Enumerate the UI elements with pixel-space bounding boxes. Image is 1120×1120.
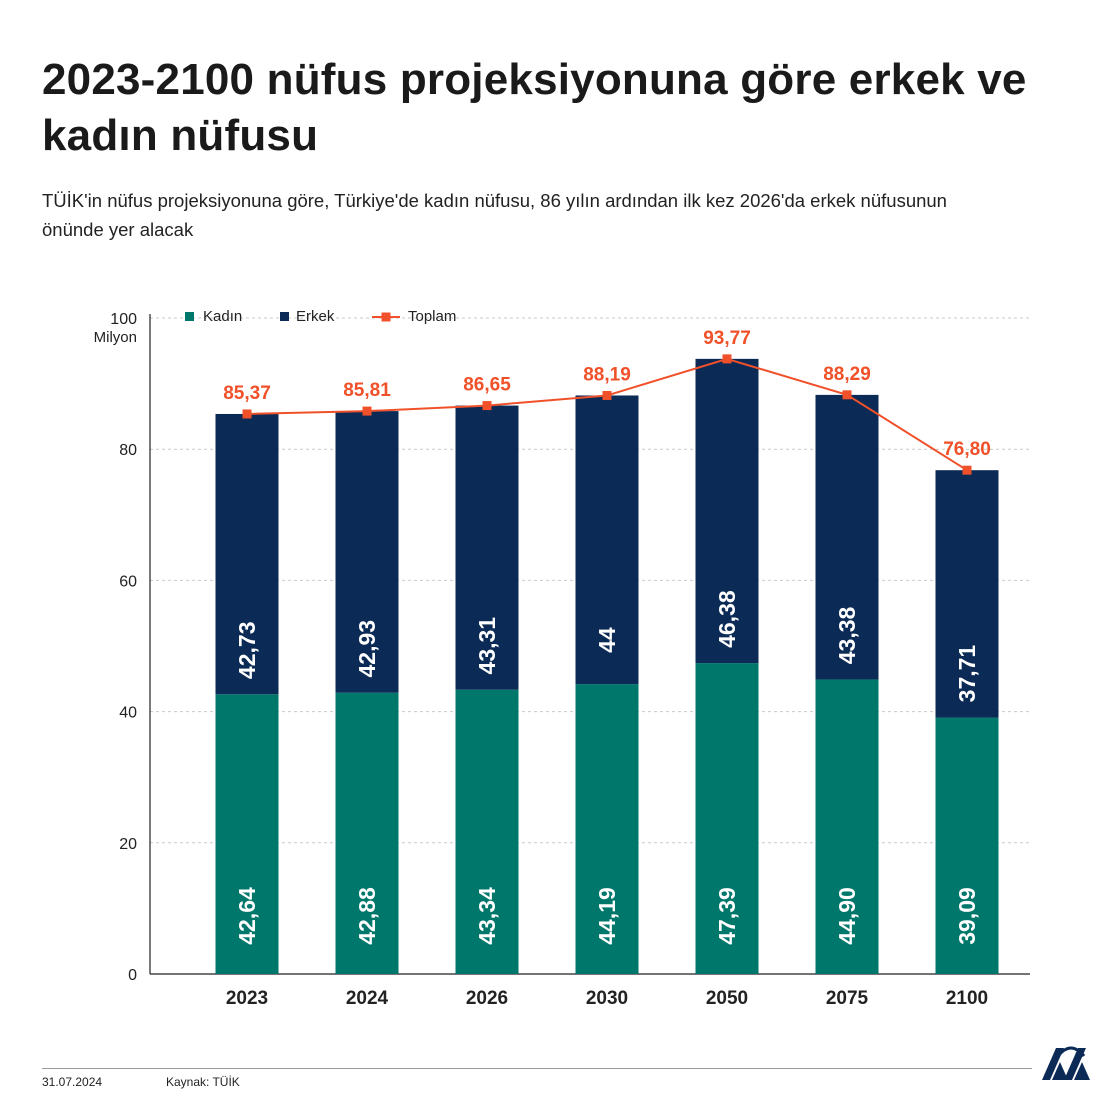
bar-label-kadin: 43,34 (474, 887, 500, 945)
x-tick-label: 2050 (706, 988, 748, 1009)
legend-label-toplam: Toplam (408, 308, 456, 325)
y-tick-label: 80 (119, 442, 137, 459)
line-label-toplam: 93,77 (703, 328, 751, 349)
line-label-toplam: 88,19 (583, 364, 631, 385)
bar-kadin (335, 692, 399, 974)
bar-label-erkek: 43,31 (474, 617, 500, 675)
legend-label-erkek: Erkek (296, 308, 335, 325)
point-toplam (962, 465, 972, 475)
point-toplam (722, 354, 732, 364)
bar-erkek (695, 358, 759, 664)
bar-kadin (455, 689, 519, 974)
bar-label-erkek: 43,38 (834, 606, 860, 664)
point-toplam (482, 401, 492, 411)
y-tick-label: 100 (110, 311, 137, 328)
bar-label-erkek: 42,73 (234, 622, 260, 680)
line-label-toplam: 76,80 (943, 439, 991, 460)
point-toplam (602, 390, 612, 400)
bar-erkek (455, 405, 519, 690)
x-tick-label: 2023 (226, 988, 268, 1009)
x-tick-label: 2024 (346, 988, 389, 1009)
line-label-toplam: 85,37 (223, 383, 271, 404)
bar-kadin (815, 679, 879, 974)
bar-kadin (575, 684, 639, 974)
bar-label-erkek: 44 (594, 627, 620, 653)
y-tick-label: 0 (128, 967, 137, 984)
y-axis-unit: Milyon (94, 329, 137, 346)
bar-kadin (215, 694, 279, 974)
bar-label-kadin: 44,90 (834, 887, 860, 945)
footer-divider (42, 1068, 1032, 1069)
y-tick-label: 40 (119, 705, 137, 722)
x-tick-label: 2026 (466, 988, 508, 1009)
aa-logo-icon (1042, 1046, 1090, 1080)
bar-label-kadin: 39,09 (954, 887, 980, 945)
y-tick-label: 60 (119, 573, 137, 590)
footer-date: 31.07.2024 (42, 1075, 103, 1089)
point-toplam (242, 409, 252, 419)
bar-kadin (695, 663, 759, 974)
bar-label-erkek: 37,71 (954, 645, 980, 703)
bar-label-kadin: 47,39 (714, 887, 740, 945)
bar-kadin (935, 717, 999, 974)
bar-label-erkek: 46,38 (714, 590, 740, 648)
legend-swatch-kadin (185, 312, 194, 321)
page-title: 2023-2100 nüfus projeksiyonuna göre erke… (42, 55, 1027, 160)
line-label-toplam: 88,29 (823, 364, 871, 385)
bar-label-kadin: 44,19 (594, 887, 620, 945)
bar-erkek (335, 411, 399, 693)
legend-marker-toplam (381, 312, 391, 322)
point-toplam (362, 406, 372, 416)
line-label-toplam: 85,81 (343, 380, 391, 401)
legend-swatch-erkek (280, 312, 289, 321)
bar-label-kadin: 42,64 (234, 887, 260, 945)
bar-erkek (815, 394, 879, 680)
x-tick-label: 2075 (826, 988, 869, 1009)
y-tick-label: 20 (119, 836, 137, 853)
line-label-toplam: 86,65 (463, 375, 511, 396)
bar-label-kadin: 42,88 (354, 887, 380, 945)
bar-label-erkek: 42,93 (354, 620, 380, 678)
x-tick-label: 2100 (946, 988, 988, 1009)
bar-erkek (935, 470, 999, 718)
bar-erkek (575, 395, 639, 685)
footer-source: Kaynak: TÜİK (166, 1075, 240, 1089)
x-tick-label: 2030 (586, 988, 628, 1009)
bar-erkek (215, 413, 279, 695)
legend-label-kadin: Kadın (203, 308, 242, 325)
page-subtitle: TÜİK'in nüfus projeksiyonuna göre, Türki… (42, 190, 947, 240)
point-toplam (842, 390, 852, 400)
